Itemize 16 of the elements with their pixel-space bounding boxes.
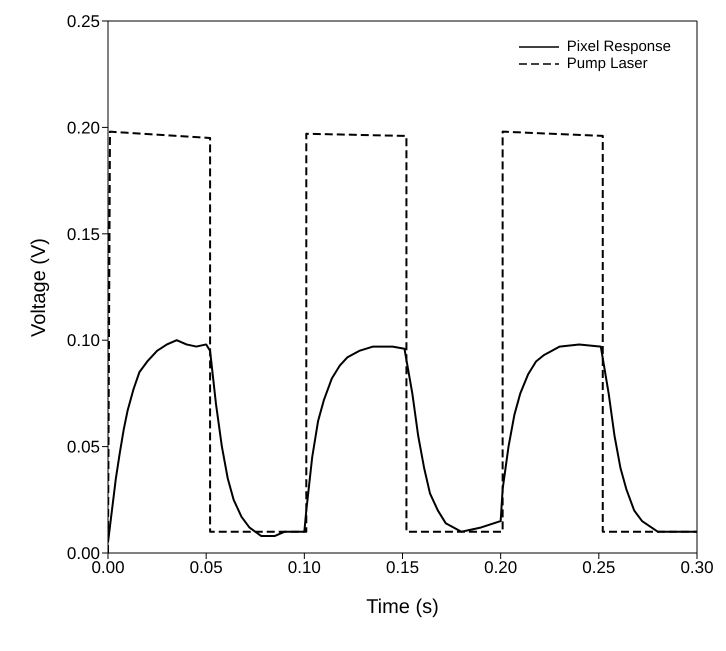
y-tick-label: 0.05: [66, 438, 100, 457]
legend-label: Pixel Response: [566, 38, 671, 55]
y-axis-title: Voltage (V): [28, 238, 50, 337]
y-tick-label: 0.25: [66, 12, 100, 32]
x-tick-label: 0.20: [484, 558, 518, 578]
legend-label: Pump Laser: [566, 55, 648, 72]
x-tick-label: 0.15: [386, 558, 420, 578]
x-axis-title: Time (s): [366, 596, 439, 618]
x-tick-label: 0.05: [190, 558, 223, 578]
x-tick-label: 0.00: [91, 558, 125, 578]
y-tick-label: 0.20: [66, 118, 100, 138]
y-tick-label: 0.15: [66, 224, 100, 244]
y-tick-label: 0.10: [66, 331, 100, 350]
x-tick-label: 0.25: [582, 558, 616, 578]
x-tick-label: 0.10: [288, 558, 321, 578]
x-tick-label: 0.30: [680, 558, 714, 578]
